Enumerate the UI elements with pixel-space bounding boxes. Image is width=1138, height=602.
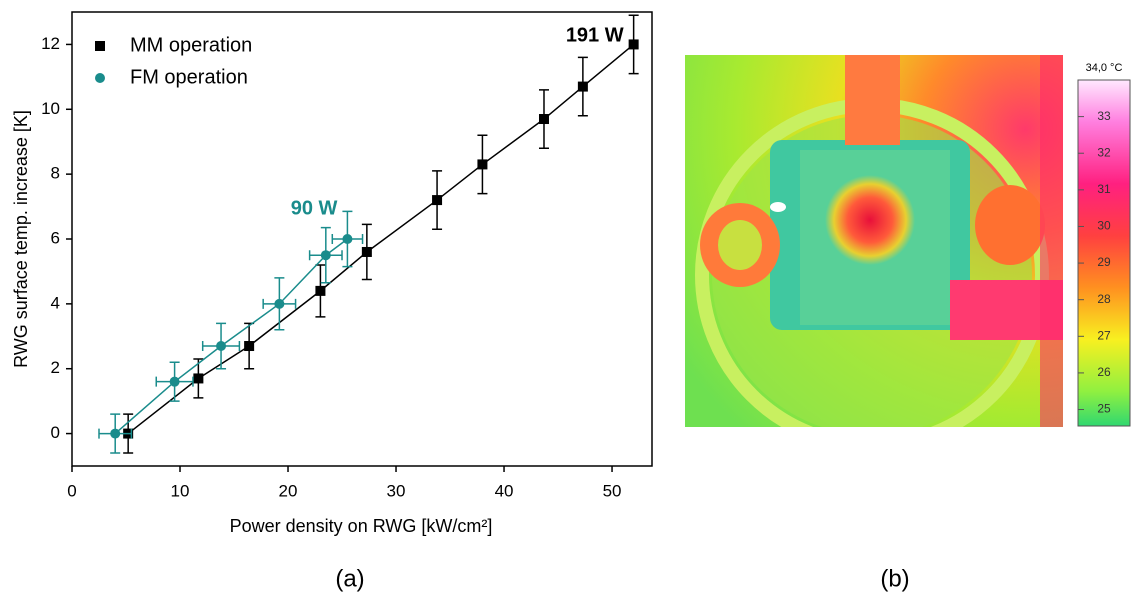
- colorbar-tick-label: 29: [1097, 255, 1111, 269]
- legend-label: FM operation: [130, 66, 248, 88]
- y-tick-label: 4: [51, 293, 60, 312]
- colorbar-tick-label: 25: [1097, 402, 1111, 416]
- colorbar-tick-label: 27: [1097, 328, 1111, 342]
- x-tick-label: 50: [603, 481, 622, 500]
- marker: [244, 341, 255, 352]
- panel-label: (b): [880, 565, 909, 592]
- y-tick-label: 6: [51, 228, 60, 247]
- marker: [577, 81, 588, 92]
- series-line: [127, 43, 635, 435]
- x-axis-label: Power density on RWG [kW/cm²]: [230, 516, 493, 536]
- y-tick-label: 2: [51, 358, 60, 377]
- thermal-image: [685, 55, 1063, 427]
- annotation: 90 W: [291, 197, 338, 219]
- colorbar: [1077, 79, 1131, 427]
- marker: [274, 298, 285, 309]
- marker: [432, 195, 443, 206]
- annotation: 191 W: [566, 25, 624, 47]
- x-tick-label: 30: [387, 481, 406, 500]
- marker: [361, 246, 372, 257]
- marker: [216, 341, 227, 352]
- colorbar-tick-label: 32: [1097, 145, 1111, 159]
- legend-marker: [95, 73, 105, 83]
- colorbar-title: 34,0 °C: [1086, 62, 1123, 74]
- series-line: [114, 238, 348, 435]
- legend-label: MM operation: [130, 34, 252, 56]
- marker: [342, 234, 353, 244]
- x-tick-label: 10: [171, 481, 190, 500]
- marker: [169, 376, 180, 387]
- marker: [315, 285, 326, 296]
- colorbar-tick-label: 26: [1097, 365, 1111, 379]
- marker: [628, 39, 639, 50]
- colorbar-tick-label: 33: [1097, 109, 1111, 123]
- marker: [193, 373, 204, 384]
- colorbar-tick-label: 28: [1097, 292, 1111, 306]
- marker: [538, 114, 549, 125]
- marker: [320, 250, 331, 261]
- marker: [477, 159, 488, 170]
- panel-label: (a): [335, 565, 364, 592]
- y-tick-label: 10: [41, 99, 60, 118]
- marker: [110, 428, 121, 439]
- y-tick-label: 8: [51, 164, 60, 183]
- x-tick-label: 0: [67, 481, 76, 500]
- colorbar-tick-label: 30: [1097, 219, 1111, 233]
- colorbar-tick-label: 31: [1097, 182, 1111, 196]
- y-tick-label: 12: [41, 34, 60, 53]
- y-tick-label: 0: [51, 423, 60, 442]
- x-tick-label: 40: [495, 481, 514, 500]
- legend-marker: [95, 41, 105, 51]
- y-axis-label: RWG surface temp. increase [K]: [11, 110, 31, 368]
- x-tick-label: 20: [279, 481, 298, 500]
